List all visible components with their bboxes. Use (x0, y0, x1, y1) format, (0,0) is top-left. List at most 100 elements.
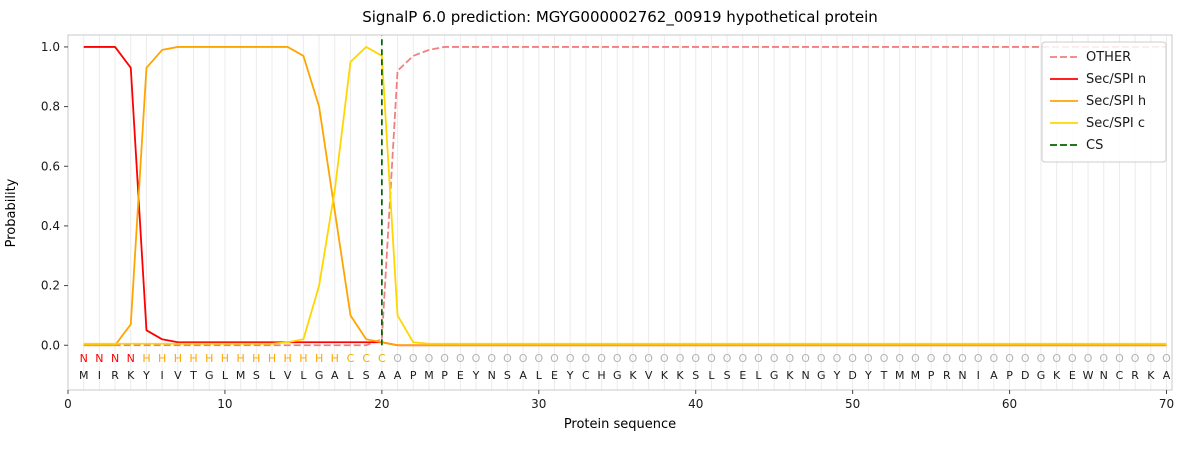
residue-label: M (895, 369, 905, 382)
legend-label: Sec/SPI h (1086, 94, 1146, 109)
residue-label: V (174, 369, 182, 382)
x-tick-label: 60 (1002, 397, 1017, 411)
residue-label: M (911, 369, 921, 382)
region-label: O (691, 352, 700, 365)
series-line-sec-spi-n (83, 46, 1167, 347)
x-tick-label: 20 (374, 397, 389, 411)
residue-label: T (880, 369, 888, 382)
x-tick-label: 10 (217, 397, 232, 411)
residue-label: L (300, 369, 307, 382)
region-label: O (1005, 352, 1014, 365)
residue-label: S (692, 369, 699, 382)
region-label: H (142, 352, 150, 365)
region-label: H (268, 352, 276, 365)
residue-label: E (457, 369, 464, 382)
y-tick-label: 1.0 (41, 40, 60, 54)
region-label: O (566, 352, 575, 365)
legend-label: OTHER (1086, 50, 1131, 65)
residue-label: R (111, 369, 119, 382)
region-label: O (974, 352, 983, 365)
residue-label: C (1116, 369, 1124, 382)
residue-label: R (943, 369, 951, 382)
residue-label: A (990, 369, 998, 382)
residue-label: V (645, 369, 653, 382)
region-label: O (1021, 352, 1030, 365)
residue-label: N (801, 369, 809, 382)
x-tick-label: 70 (1159, 397, 1174, 411)
region-label: H (205, 352, 213, 365)
region-label: O (660, 352, 669, 365)
x-tick-label: 30 (531, 397, 546, 411)
x-axis-label: Protein sequence (564, 417, 676, 432)
residue-label: D (848, 369, 856, 382)
region-label: O (707, 352, 716, 365)
region-label: O (1099, 352, 1108, 365)
region-label: O (676, 352, 685, 365)
residue-label: M (424, 369, 434, 382)
residue-label: P (928, 369, 935, 382)
region-label: O (1037, 352, 1046, 365)
residue-label: S (363, 369, 370, 382)
plot-border (67, 34, 1173, 391)
residue-label: E (551, 369, 558, 382)
residue-label: Y (833, 369, 841, 382)
region-label: O (738, 352, 747, 365)
region-label: O (770, 352, 779, 365)
legend-label: Sec/SPI c (1086, 116, 1145, 131)
residue-label: E (739, 369, 746, 382)
region-label: O (582, 352, 591, 365)
residue-label: N (1100, 369, 1108, 382)
region-label: H (158, 352, 166, 365)
residue-label: L (269, 369, 276, 382)
residue-label: R (1131, 369, 1139, 382)
region-label: O (456, 352, 465, 365)
legend-box (1041, 41, 1167, 163)
residue-label: P (441, 369, 448, 382)
series-line-sec-spi-c (83, 46, 1167, 345)
region-label: O (613, 352, 622, 365)
region-label: O (503, 352, 512, 365)
y-tick-label: 0.4 (41, 219, 60, 233)
residue-label: P (410, 369, 417, 382)
region-label: O (1052, 352, 1061, 365)
residue-label: I (977, 369, 980, 382)
region-label: O (942, 352, 951, 365)
region-label: O (1068, 352, 1077, 365)
residue-label: G (205, 369, 214, 382)
residue-label: E (1069, 369, 1076, 382)
region-label: O (723, 352, 732, 365)
residue-label: L (536, 369, 543, 382)
residue-label: L (222, 369, 229, 382)
region-label: H (174, 352, 182, 365)
region-label: O (864, 352, 873, 365)
region-label: O (895, 352, 904, 365)
residue-label: I (98, 369, 101, 382)
region-label: H (299, 352, 307, 365)
residue-label: W (1083, 369, 1094, 382)
region-label: O (425, 352, 434, 365)
series-line-other (83, 46, 1167, 347)
region-label: H (284, 352, 292, 365)
region-label: O (1162, 352, 1171, 365)
x-tick-label: 40 (688, 397, 703, 411)
x-tick-label: 50 (845, 397, 860, 411)
region-label: H (221, 352, 229, 365)
plot-area: 0 10 20 30 40 50 60 700.00.20.40.60.81.0NMNINRN… (41, 34, 1174, 411)
residue-label: K (786, 369, 794, 382)
residue-label: G (817, 369, 826, 382)
region-label: O (550, 352, 559, 365)
region-label: O (519, 352, 528, 365)
residue-label: N (958, 369, 966, 382)
region-label: O (644, 352, 653, 365)
residue-label: A (331, 369, 339, 382)
residue-label: K (1053, 369, 1061, 382)
region-label: O (487, 352, 496, 365)
residue-label: M (79, 369, 89, 382)
residue-label: L (708, 369, 715, 382)
chart-title: SignalP 6.0 prediction: MGYG000002762_00… (362, 8, 878, 27)
region-label: O (472, 352, 481, 365)
residue-label: M (236, 369, 246, 382)
y-axis-label: Probability (4, 178, 19, 247)
